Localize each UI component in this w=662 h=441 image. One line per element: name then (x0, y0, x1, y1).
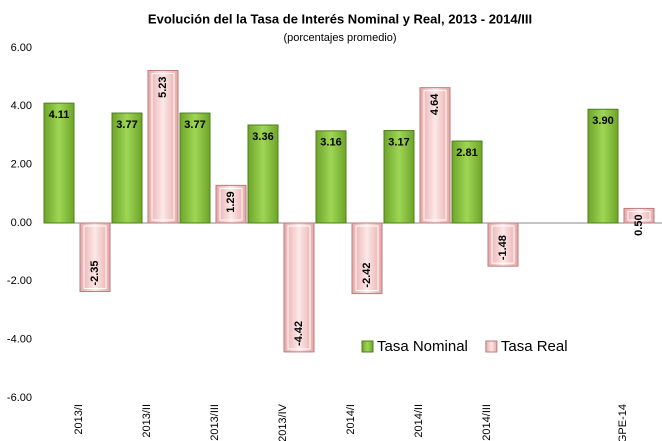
bar (111, 112, 143, 224)
legend-swatch (361, 340, 374, 353)
bar-inner (287, 225, 311, 350)
bar (451, 140, 483, 224)
value-label: 3.90 (592, 115, 613, 127)
x-tick-label: 2014/II (413, 404, 425, 438)
y-tick-label: 4.00 (11, 100, 32, 112)
value-label: -2.42 (361, 263, 373, 288)
bar (383, 130, 415, 224)
y-tick-label: -2.00 (7, 275, 32, 287)
value-label: 3.17 (388, 136, 409, 148)
bar-inner (219, 187, 243, 221)
value-label: 3.16 (320, 137, 341, 149)
bar (351, 222, 383, 295)
chart-title: Evolución del la Tasa de Interés Nominal… (148, 11, 532, 26)
y-tick-label: 2.00 (11, 159, 32, 171)
value-label: -1.48 (497, 235, 509, 260)
y-tick-label: -6.00 (7, 392, 32, 404)
legend-label: Tasa Real (501, 338, 568, 355)
chart-subtitle: (porcentajes promedio) (283, 32, 396, 44)
bar-inner (151, 72, 175, 221)
value-label: 3.36 (252, 131, 273, 143)
value-label: 4.64 (429, 93, 441, 115)
x-tick-label: GPE-14 (617, 404, 629, 441)
bar (215, 184, 247, 224)
value-label: 4.11 (49, 109, 70, 121)
value-label: -2.35 (89, 260, 101, 285)
legend-label: Tasa Nominal (377, 338, 468, 355)
x-tick-label: 2013/IV (277, 403, 289, 441)
value-label: 2.81 (456, 147, 477, 159)
x-tick-label: 2014/I (345, 404, 357, 435)
x-tick-label: 2013/III (209, 404, 221, 441)
x-tick-label: 2013/II (141, 404, 153, 438)
y-tick-label: 0.00 (11, 217, 32, 229)
legend-swatch (485, 340, 498, 353)
value-label: 3.77 (116, 119, 137, 131)
bar-inner (83, 225, 107, 290)
bar (283, 222, 315, 353)
value-label: 1.29 (225, 191, 237, 212)
bar-inner (423, 90, 447, 221)
bar (587, 108, 619, 224)
bar (43, 102, 75, 224)
value-label: 5.23 (157, 76, 169, 97)
x-tick-label: 2014/III (481, 404, 493, 441)
bar (79, 222, 111, 293)
bar (247, 124, 279, 224)
bar-inner (491, 225, 515, 264)
y-tick-label: -4.00 (7, 334, 32, 346)
value-label: -4.42 (293, 321, 305, 346)
bar (315, 130, 347, 224)
bar (487, 222, 519, 267)
bar (179, 112, 211, 224)
y-tick-label: 6.00 (11, 42, 32, 54)
bar-inner (627, 210, 651, 221)
bar (623, 207, 655, 224)
x-tick-label: 2013/I (73, 404, 85, 435)
bar (147, 69, 179, 224)
bar-inner (355, 225, 379, 292)
bar (419, 87, 451, 224)
value-label: 3.77 (184, 119, 205, 131)
value-label: 0.50 (633, 214, 645, 235)
